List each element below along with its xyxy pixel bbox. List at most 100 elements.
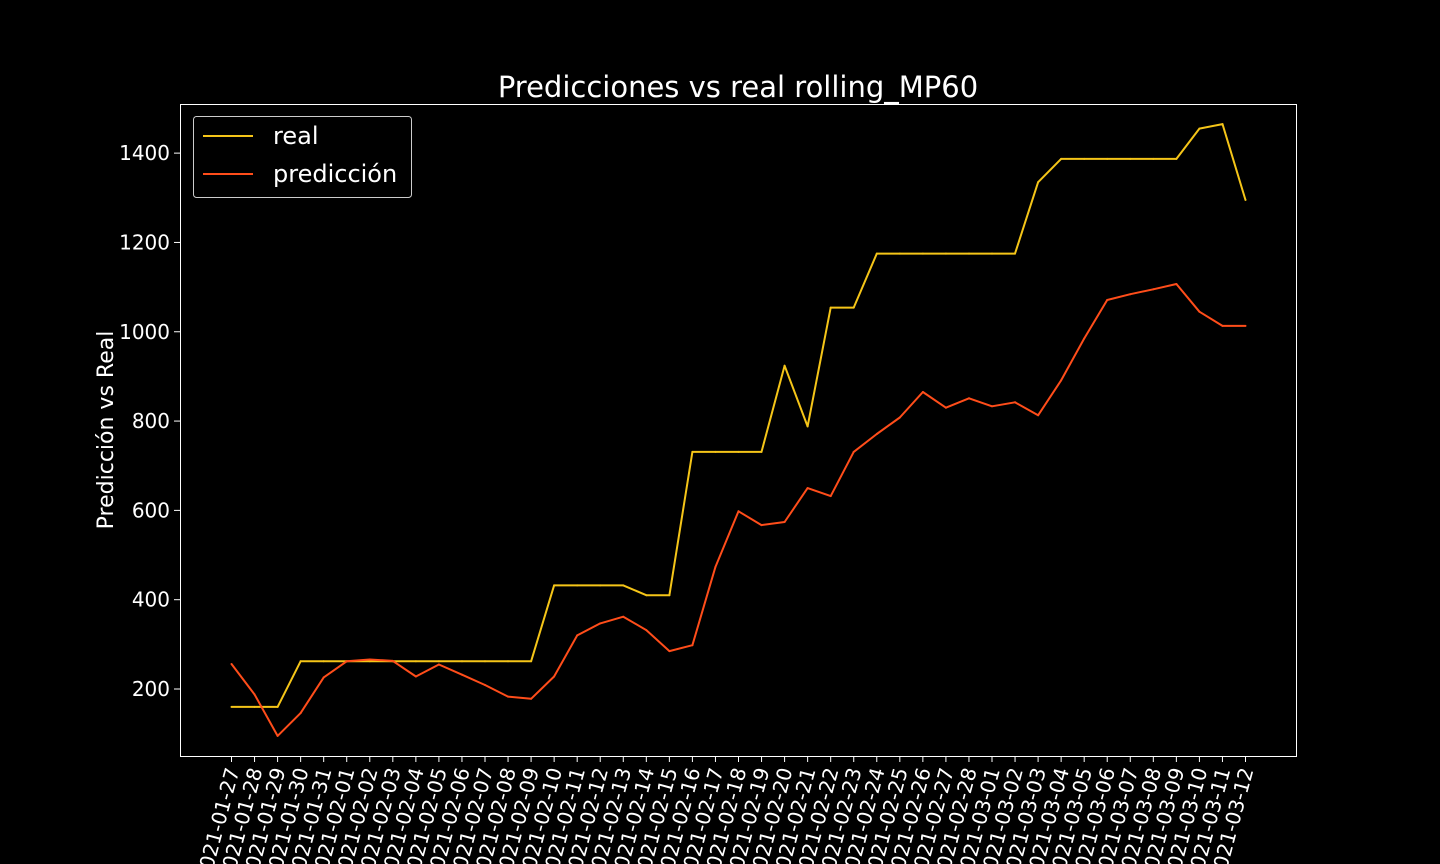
data-point-real — [1106, 157, 1109, 160]
data-point-prediccion — [898, 416, 901, 419]
data-point-prediccion — [944, 406, 947, 409]
data-point-real — [1060, 157, 1063, 160]
data-point-real — [253, 705, 256, 708]
data-point-real — [968, 252, 970, 255]
data-point-real — [921, 252, 924, 255]
data-point-prediccion — [437, 663, 440, 666]
data-point-prediccion — [230, 663, 233, 665]
data-point-real — [1037, 181, 1040, 184]
data-point-real — [622, 584, 625, 587]
data-point-prediccion — [622, 615, 625, 618]
data-point-real — [414, 660, 417, 663]
data-point-prediccion — [1244, 324, 1247, 327]
y-tick-label: 1400 — [119, 141, 170, 165]
data-point-real — [645, 594, 648, 597]
data-point-real — [1198, 127, 1201, 130]
data-point-prediccion — [968, 397, 970, 400]
y-tick-label: 400 — [132, 588, 170, 612]
data-point-real — [484, 660, 486, 663]
data-point-real — [368, 660, 371, 663]
data-point-real — [1244, 199, 1247, 201]
data-point-real — [1152, 157, 1155, 160]
legend: real predicción — [193, 116, 412, 198]
data-point-prediccion — [599, 622, 602, 625]
y-axis: 200 400 600 800 1000 1200 1400 — [119, 141, 180, 701]
data-point-real — [553, 584, 556, 587]
data-point-real — [322, 660, 325, 663]
data-point-real — [991, 252, 993, 255]
legend-label-real: real — [273, 122, 318, 150]
data-point-prediccion — [921, 391, 924, 393]
y-tick-label: 800 — [132, 409, 170, 433]
data-point-prediccion — [530, 697, 533, 700]
data-point-real — [1175, 157, 1178, 160]
data-point-prediccion — [1083, 337, 1086, 340]
data-point-real — [1221, 123, 1224, 126]
data-point-prediccion — [322, 676, 325, 679]
data-point-prediccion — [553, 675, 556, 678]
data-point-prediccion — [1129, 293, 1132, 296]
series-layer — [230, 123, 1247, 737]
legend-label-prediccion: predicción — [273, 160, 397, 188]
data-point-real — [437, 660, 440, 663]
data-point-prediccion — [829, 495, 832, 498]
data-point-prediccion — [414, 675, 417, 678]
data-point-real — [299, 660, 302, 663]
data-point-real — [507, 660, 509, 663]
data-point-prediccion — [991, 405, 993, 408]
data-point-real — [461, 660, 463, 663]
data-point-real — [1129, 157, 1132, 160]
data-point-real — [714, 450, 717, 453]
data-point-prediccion — [875, 433, 878, 435]
data-point-real — [737, 450, 740, 453]
data-point-real — [875, 252, 878, 255]
data-point-prediccion — [1175, 283, 1178, 285]
data-point-prediccion — [691, 644, 694, 647]
data-point-real — [576, 584, 579, 587]
data-point-real — [806, 425, 809, 428]
plot-area — [180, 104, 1297, 757]
data-point-real — [898, 252, 901, 255]
data-point-prediccion — [507, 695, 509, 698]
data-point-prediccion — [276, 734, 279, 737]
y-tick-label: 600 — [132, 498, 170, 522]
data-point-real — [1014, 252, 1016, 255]
series-line-prediccion — [230, 283, 1246, 737]
data-point-real — [1083, 157, 1086, 160]
data-point-prediccion — [576, 634, 579, 637]
data-point-real — [852, 306, 855, 309]
x-axis: 2021-01-272021-01-282021-01-292021-01-30… — [191, 756, 1258, 864]
data-point-prediccion — [253, 693, 256, 696]
data-point-prediccion — [737, 510, 740, 513]
data-point-prediccion — [714, 565, 717, 568]
data-point-prediccion — [645, 629, 648, 632]
data-point-prediccion — [1221, 324, 1224, 327]
data-point-prediccion — [391, 659, 394, 662]
y-tick-label: 1000 — [119, 320, 170, 344]
data-point-prediccion — [1060, 379, 1063, 382]
y-tick-label: 200 — [132, 677, 170, 701]
data-point-prediccion — [668, 650, 671, 653]
data-point-prediccion — [852, 450, 855, 453]
data-point-prediccion — [1106, 299, 1109, 301]
y-tick-label: 1200 — [119, 230, 170, 254]
data-point-prediccion — [783, 521, 786, 523]
data-point-prediccion — [299, 712, 302, 715]
y-axis-label: Predicción vs Real — [94, 331, 119, 530]
data-point-real — [530, 660, 533, 663]
data-point-prediccion — [1152, 288, 1155, 291]
data-point-prediccion — [368, 658, 371, 661]
data-point-prediccion — [1014, 401, 1016, 404]
data-point-real — [783, 364, 786, 367]
series-line-real — [231, 123, 1247, 708]
data-point-real — [829, 306, 832, 309]
data-point-real — [668, 594, 671, 597]
data-point-real — [276, 705, 279, 708]
data-point-prediccion — [1198, 310, 1201, 313]
data-point-real — [944, 252, 947, 255]
data-point-prediccion — [484, 684, 486, 686]
data-point-real — [599, 584, 602, 587]
data-point-real — [230, 705, 233, 708]
data-point-prediccion — [345, 660, 348, 663]
